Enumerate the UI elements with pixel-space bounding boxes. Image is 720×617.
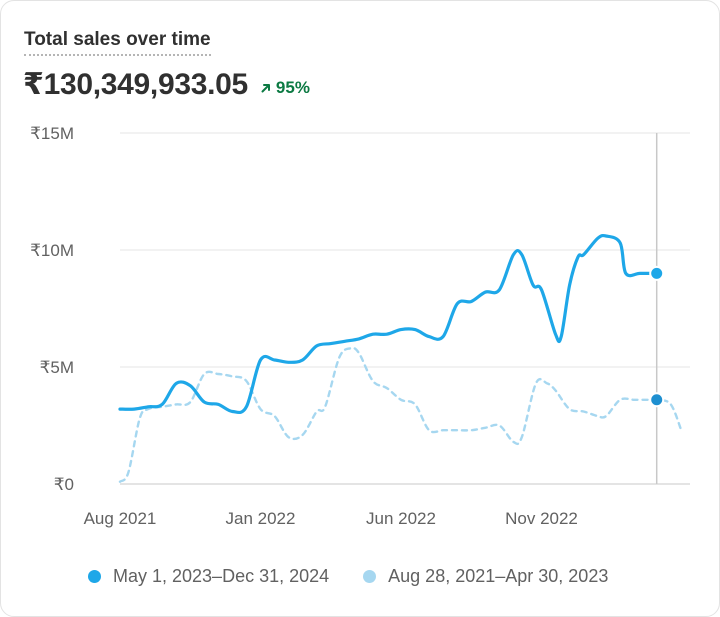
x-tick-label: Jan 2022	[226, 509, 296, 528]
y-tick-label: ₹15M	[30, 124, 74, 143]
legend-label-current: May 1, 2023–Dec 31, 2024	[113, 566, 330, 586]
y-tick-label: ₹5M	[40, 358, 74, 377]
total-sales-value: ₹130,349,933.05	[23, 68, 248, 101]
legend-label-previous: Aug 28, 2021–Apr 30, 2023	[388, 566, 609, 586]
series-line-current	[118, 233, 659, 415]
x-tick-label: Nov 2022	[505, 509, 578, 528]
hover-point-current	[649, 265, 665, 281]
series-line-previous	[118, 346, 684, 483]
y-tick-label: ₹10M	[30, 241, 74, 260]
chart-legend: May 1, 2023–Dec 31, 2024 Aug 28, 2021–Ap…	[88, 566, 642, 587]
x-tick-label: Jun 2022	[366, 509, 436, 528]
legend-item-previous[interactable]: Aug 28, 2021–Apr 30, 2023	[363, 566, 608, 587]
hover-point-previous	[649, 392, 665, 408]
arrow-up-right-icon	[261, 84, 270, 93]
legend-item-current[interactable]: May 1, 2023–Dec 31, 2024	[88, 566, 329, 587]
metric-row: ₹130,349,933.05 95%	[23, 67, 310, 102]
legend-swatch-previous	[363, 570, 377, 583]
x-tick-label: Aug 2021	[84, 509, 157, 528]
y-tick-label: ₹0	[54, 475, 74, 494]
legend-swatch-current	[88, 570, 101, 583]
change-badge: 95%	[260, 78, 310, 98]
card-title[interactable]: Total sales over time	[24, 29, 211, 56]
change-value: 95%	[275, 78, 310, 97]
sales-line-chart[interactable]: ₹0 ₹5M ₹10M ₹15M Aug 2021 Jan 2022 Jun 2022 Nov…	[0, 0, 720, 560]
